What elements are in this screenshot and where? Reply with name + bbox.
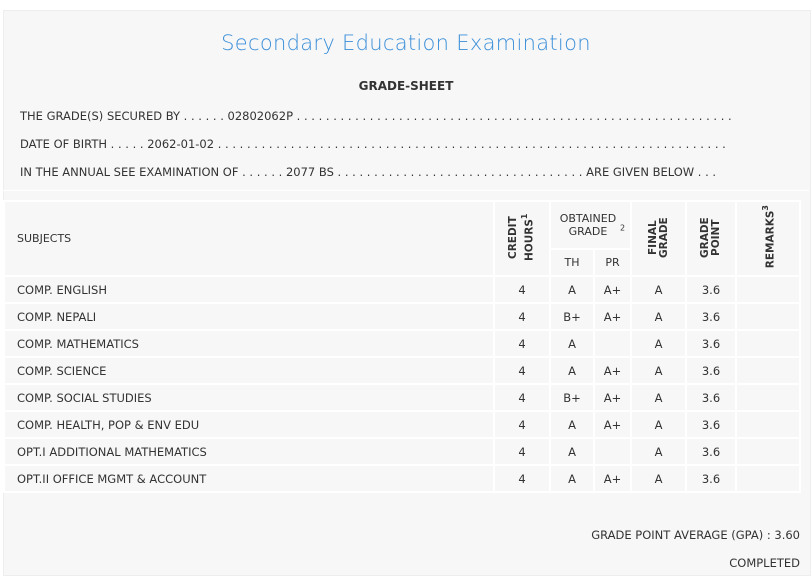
table-row: OPT.I ADDITIONAL MATHEMATICS 4 A A 3.6	[3, 437, 801, 466]
cell-credit: 4	[493, 275, 551, 304]
table-row: COMP. ENGLISH 4 A A+ A 3.6	[3, 275, 801, 304]
cell-subject: OPT.I ADDITIONAL MATHEMATICS	[3, 437, 495, 466]
cell-pr	[593, 329, 632, 358]
cell-final: A	[630, 437, 687, 466]
subtitle: GRADE-SHEET	[358, 79, 454, 93]
cell-remarks	[735, 275, 801, 304]
cell-th: A	[549, 275, 595, 304]
cell-remarks	[735, 437, 801, 466]
cell-final: A	[630, 302, 687, 331]
cell-final: A	[630, 275, 687, 304]
cell-th: B+	[549, 302, 595, 331]
cell-pr: A+	[593, 464, 632, 493]
table-row: COMP. HEALTH, POP & ENV EDU 4 A A+ A 3.6	[3, 410, 801, 439]
page-title: Secondary Education Examination	[221, 31, 591, 55]
cell-final: A	[630, 410, 687, 439]
cell-gp: 3.6	[685, 356, 737, 385]
cell-pr: A+	[593, 383, 632, 412]
cell-gp: 3.6	[685, 437, 737, 466]
dob-line: DATE OF BIRTH . . . . . 2062-01-02 . . .…	[20, 137, 726, 151]
header-obtained: OBTAINED GRADE 2	[549, 200, 632, 250]
header-gp: GRADE POINT	[685, 200, 737, 277]
divider	[3, 190, 809, 191]
cell-pr	[593, 437, 632, 466]
cell-pr: A+	[593, 356, 632, 385]
cell-remarks	[735, 464, 801, 493]
cell-remarks	[735, 329, 801, 358]
header-pr: PR	[593, 248, 632, 277]
cell-th: A	[549, 356, 595, 385]
cell-th: B+	[549, 383, 595, 412]
cell-th: A	[549, 410, 595, 439]
cell-final: A	[630, 329, 687, 358]
cell-final: A	[630, 464, 687, 493]
header-final: FINAL GRADE	[630, 200, 687, 277]
cell-th: A	[549, 437, 595, 466]
cell-final: A	[630, 356, 687, 385]
cell-credit: 4	[493, 383, 551, 412]
cell-remarks	[735, 383, 801, 412]
cell-pr: A+	[593, 410, 632, 439]
cell-pr: A+	[593, 302, 632, 331]
cell-gp: 3.6	[685, 410, 737, 439]
cell-final: A	[630, 383, 687, 412]
header-th: TH	[549, 248, 595, 277]
cell-credit: 4	[493, 464, 551, 493]
cell-th: A	[549, 464, 595, 493]
cell-gp: 3.6	[685, 275, 737, 304]
table-row: OPT.II OFFICE MGMT & ACCOUNT 4 A A+ A 3.6	[3, 464, 801, 493]
cell-credit: 4	[493, 329, 551, 358]
cell-credit: 4	[493, 356, 551, 385]
exam-line: IN THE ANNUAL SEE EXAMINATION OF . . . .…	[20, 165, 717, 179]
cell-subject: COMP. MATHEMATICS	[3, 329, 495, 358]
cell-subject: COMP. SCIENCE	[3, 356, 495, 385]
cell-credit: 4	[493, 410, 551, 439]
cell-subject: COMP. ENGLISH	[3, 275, 495, 304]
table-row: COMP. SCIENCE 4 A A+ A 3.6	[3, 356, 801, 385]
cell-gp: 3.6	[685, 329, 737, 358]
cell-remarks	[735, 410, 801, 439]
grades-table: SUBJECTS CREDIT HOURS1 OBTAINED GRADE 2 F…	[3, 200, 801, 493]
table-row: COMP. SOCIAL STUDIES 4 B+ A+ A 3.6	[3, 383, 801, 412]
cell-gp: 3.6	[685, 464, 737, 493]
table-row: COMP. MATHEMATICS 4 A A 3.6	[3, 329, 801, 358]
cell-gp: 3.6	[685, 302, 737, 331]
cell-credit: 4	[493, 437, 551, 466]
cell-gp: 3.6	[685, 383, 737, 412]
cell-remarks	[735, 302, 801, 331]
secured-by-line: THE GRADE(S) SECURED BY . . . . . . 0280…	[20, 109, 732, 123]
cell-pr: A+	[593, 275, 632, 304]
cell-th: A	[549, 329, 595, 358]
gpa-text: GRADE POINT AVERAGE (GPA) : 3.60	[591, 528, 800, 542]
header-subjects: SUBJECTS	[3, 200, 495, 277]
header-credit: CREDIT HOURS1	[493, 200, 551, 277]
cell-subject: COMP. NEPALI	[3, 302, 495, 331]
table-row: COMP. NEPALI 4 B+ A+ A 3.6	[3, 302, 801, 331]
header-remarks: REMARKS3	[735, 200, 801, 277]
cell-subject: COMP. HEALTH, POP & ENV EDU	[3, 410, 495, 439]
cell-remarks	[735, 356, 801, 385]
cell-credit: 4	[493, 302, 551, 331]
cell-subject: COMP. SOCIAL STUDIES	[3, 383, 495, 412]
status-text: COMPLETED	[729, 556, 800, 570]
cell-subject: OPT.II OFFICE MGMT & ACCOUNT	[3, 464, 495, 493]
